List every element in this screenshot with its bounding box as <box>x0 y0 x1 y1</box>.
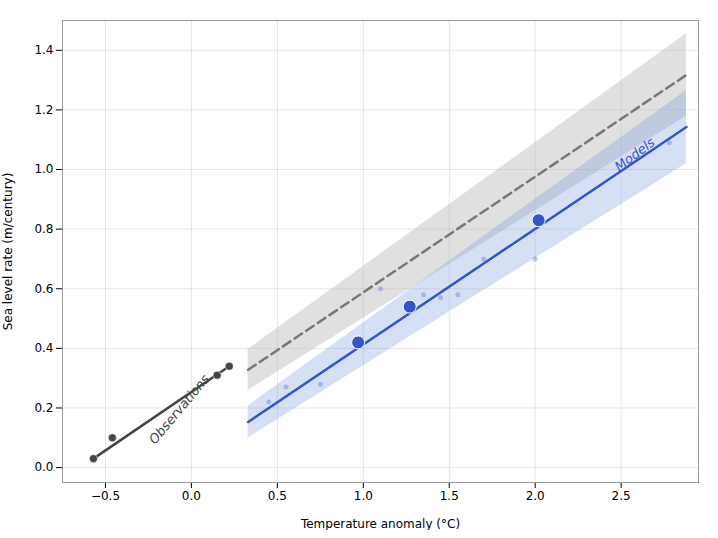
svg-text:1.4: 1.4 <box>34 43 53 57</box>
svg-text:2.0: 2.0 <box>526 489 545 503</box>
svg-text:1.0: 1.0 <box>34 162 53 176</box>
svg-text:1.0: 1.0 <box>354 489 373 503</box>
svg-text:0.8: 0.8 <box>34 222 53 236</box>
svg-text:Models: Models <box>612 134 658 174</box>
svg-text:Observations: Observations <box>146 371 213 447</box>
svg-text:1.2: 1.2 <box>34 103 53 117</box>
svg-text:1.5: 1.5 <box>440 489 459 503</box>
svg-text:0.0: 0.0 <box>182 489 201 503</box>
svg-text:−0.5: −0.5 <box>91 489 120 503</box>
svg-text:2.5: 2.5 <box>612 489 631 503</box>
svg-text:0.6: 0.6 <box>34 282 53 296</box>
svg-text:0.5: 0.5 <box>268 489 287 503</box>
svg-text:0.2: 0.2 <box>34 401 53 415</box>
svg-text:Sea level rate (m/century): Sea level rate (m/century) <box>1 173 15 331</box>
svg-text:Temperature anomaly (°C): Temperature anomaly (°C) <box>300 517 460 531</box>
svg-text:0.0: 0.0 <box>34 460 53 474</box>
svg-text:0.4: 0.4 <box>34 341 53 355</box>
